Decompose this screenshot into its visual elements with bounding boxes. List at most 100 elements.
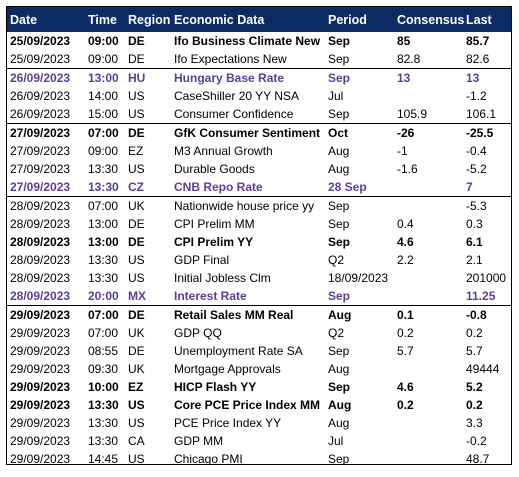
table-row: 25/09/2023 09:00 DE Ifo Expectations New Sep… <box>7 50 511 69</box>
cell-last: 5.2 <box>466 380 483 394</box>
cell-date: 25/09/2023 <box>10 34 71 48</box>
cell-date: 25/09/2023 <box>10 52 71 66</box>
cell-region: CA <box>128 434 145 448</box>
cell-date: 29/09/2023 <box>10 398 71 412</box>
cell-date: 27/09/2023 <box>10 162 71 176</box>
cell-consensus <box>394 287 463 306</box>
cell-consensus <box>394 414 463 432</box>
cell-economic-data: Ifo Business Climate New <box>174 34 321 48</box>
cell-region: DE <box>128 235 145 249</box>
cell-period: Sep <box>328 289 351 303</box>
cell-period: Jul <box>328 434 344 448</box>
table-row: 29/09/2023 13:30 CA GDP MM Jul -0.2 <box>7 432 511 450</box>
cell-consensus: -1.6 <box>397 162 418 176</box>
table-row: 28/09/2023 20:00 MX Interest Rate Sep 11.25 <box>7 287 511 306</box>
cell-date: 27/09/2023 <box>7 123 85 142</box>
cell-last: 0.2 <box>466 398 483 412</box>
cell-region: US <box>128 162 145 176</box>
cell-last: 106.1 <box>466 107 497 121</box>
cell-time: 14:00 <box>88 89 119 103</box>
cell-region: UK <box>125 196 171 215</box>
cell-consensus <box>394 87 463 105</box>
cell-period: Aug <box>328 144 350 158</box>
header-region: Region <box>128 12 171 27</box>
header-last: Last <box>466 12 492 27</box>
header-date: Date <box>10 12 38 27</box>
cell-date: 29/09/2023 <box>7 305 85 324</box>
cell-last: 201000 <box>466 271 507 285</box>
cell-consensus: 13 <box>394 68 463 87</box>
cell-date: 26/09/2023 <box>10 107 71 121</box>
header-economic-data: Economic Data <box>174 12 265 27</box>
cell-period: Sep <box>328 344 350 358</box>
cell-region: US <box>128 271 145 285</box>
cell-consensus: 0.2 <box>397 326 414 340</box>
cell-last: 11.25 <box>466 289 496 303</box>
cell-period: Oct <box>325 123 394 142</box>
cell-region: US <box>128 107 145 121</box>
table-row: 28/09/2023 13:30 US GDP Final Q2 2.2 2.1 <box>7 251 511 269</box>
cell-date: 28/09/2023 <box>10 289 71 303</box>
table-row: 26/09/2023 14:00 US CaseShiller 20 YY NSA Ju… <box>7 87 511 105</box>
cell-time: 09:00 <box>88 144 119 158</box>
cell-date: 29/09/2023 <box>10 416 71 430</box>
cell-period: Sep <box>328 235 351 249</box>
cell-economic-data: Retail Sales MM Real <box>171 305 325 324</box>
cell-consensus: 82.8 <box>397 52 421 66</box>
cell-period: Jul <box>328 89 344 103</box>
cell-consensus: -1 <box>397 144 408 158</box>
cell-time: 13:30 <box>88 162 119 176</box>
cell-consensus <box>394 269 463 287</box>
cell-date: 28/09/2023 <box>10 235 71 249</box>
cell-region: DE <box>125 305 171 324</box>
cell-last: 48.7 <box>466 452 490 465</box>
cell-economic-data: Hungary Base Rate <box>171 68 325 87</box>
cell-consensus: 4.6 <box>397 235 414 249</box>
cell-region: MX <box>128 289 146 303</box>
cell-last: 3.3 <box>466 416 483 430</box>
cell-region: EZ <box>128 144 144 158</box>
cell-date: 28/09/2023 <box>7 196 85 215</box>
cell-economic-data: CaseShiller 20 YY NSA <box>174 89 299 103</box>
cell-economic-data: HICP Flash YY <box>174 380 257 394</box>
cell-time: 14:45 <box>88 452 119 465</box>
cell-last: 13 <box>463 68 511 87</box>
cell-period: Sep <box>328 107 350 121</box>
table-body: 25/09/2023 09:00 DE Ifo Business Climate Ne… <box>7 32 511 465</box>
cell-region: CZ <box>128 180 144 194</box>
cell-economic-data: GDP MM <box>174 434 224 448</box>
cell-time: 10:00 <box>88 380 119 394</box>
cell-date: 29/09/2023 <box>10 380 71 394</box>
cell-economic-data: Nationwide house price yy <box>171 196 325 215</box>
table-row: 28/09/2023 07:00 UK Nationwide house price … <box>7 196 511 215</box>
cell-consensus <box>394 196 463 215</box>
economic-data-table: Date Time Region Economic Data Period Co… <box>7 7 511 465</box>
table-row: 25/09/2023 09:00 DE Ifo Business Climate Ne… <box>7 32 511 50</box>
cell-date: 29/09/2023 <box>10 344 71 358</box>
cell-last: 7 <box>466 180 473 194</box>
cell-economic-data: Unemployment Rate SA <box>174 344 303 358</box>
table-row: 29/09/2023 07:00 DE Retail Sales MM Real Aug… <box>7 305 511 324</box>
cell-period: Aug <box>328 398 352 412</box>
cell-economic-data: GDP QQ <box>174 326 222 340</box>
table-row: 29/09/2023 14:45 US Chicago PMI Sep 48.7 <box>7 450 511 465</box>
cell-consensus: 0.1 <box>394 305 463 324</box>
cell-time: 13:30 <box>88 416 119 430</box>
table-row: 28/09/2023 13:30 US Initial Jobless Clm 18/0… <box>7 269 511 287</box>
cell-region: US <box>128 416 145 430</box>
cell-last: -0.4 <box>466 144 487 158</box>
cell-region: UK <box>128 326 145 340</box>
table-row: 28/09/2023 13:00 DE CPI Prelim MM Sep 0.4 0.3 <box>7 215 511 233</box>
cell-last: 49444 <box>466 362 500 376</box>
cell-economic-data: Ifo Expectations New <box>174 52 287 66</box>
cell-consensus <box>394 450 463 464</box>
cell-date: 26/09/2023 <box>10 89 71 103</box>
cell-consensus: 4.6 <box>397 380 414 394</box>
cell-time: 13:00 <box>88 235 119 249</box>
cell-economic-data: Consumer Confidence <box>174 107 294 121</box>
cell-time: 07:00 <box>88 326 119 340</box>
cell-region: US <box>128 398 145 412</box>
cell-date: 29/09/2023 <box>10 434 71 448</box>
cell-date: 29/09/2023 <box>10 326 71 340</box>
table-row: 29/09/2023 07:00 UK GDP QQ Q2 0.2 0.2 <box>7 324 511 342</box>
